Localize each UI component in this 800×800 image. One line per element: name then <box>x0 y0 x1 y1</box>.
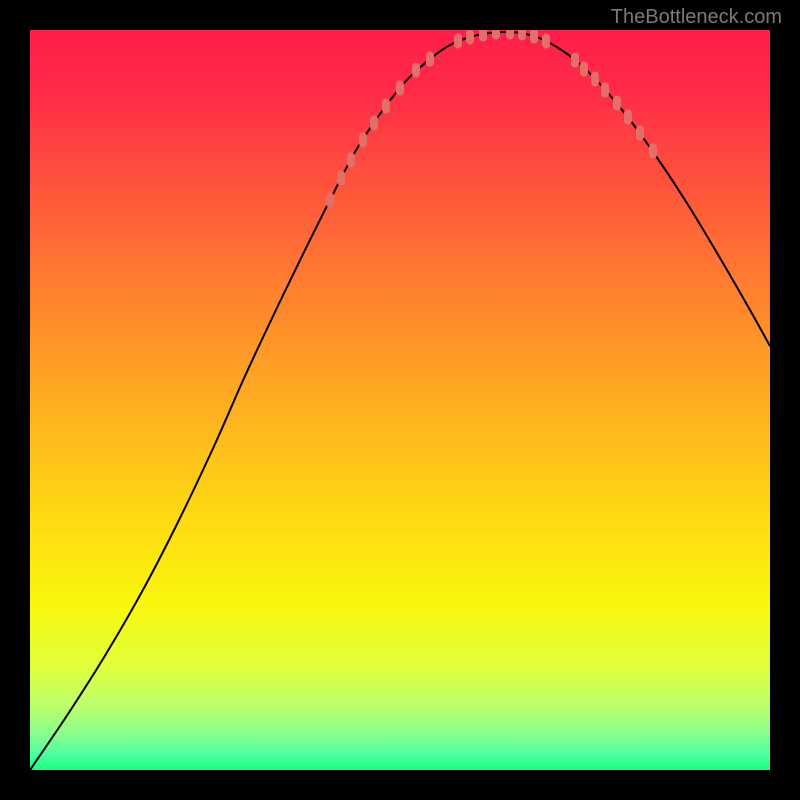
curve-marker <box>571 53 579 68</box>
curve-marker <box>530 30 538 44</box>
curve-marker <box>479 30 487 42</box>
curve-marker <box>370 116 378 131</box>
curve-marker <box>466 30 474 45</box>
chart-background <box>30 30 770 770</box>
curve-marker <box>518 30 526 41</box>
curve-marker <box>542 34 550 49</box>
curve-marker <box>454 34 462 49</box>
curve-marker <box>337 171 345 186</box>
curve-marker <box>580 62 588 77</box>
bottleneck-chart <box>30 30 770 770</box>
curve-marker <box>649 144 657 159</box>
curve-marker <box>412 63 420 78</box>
curve-marker <box>601 83 609 98</box>
curve-marker <box>359 133 367 148</box>
curve-marker <box>613 96 621 111</box>
curve-marker <box>636 126 644 141</box>
curve-marker <box>624 110 632 125</box>
curve-marker <box>426 52 434 67</box>
curve-marker <box>382 99 390 114</box>
curve-marker <box>396 81 404 96</box>
curve-marker <box>492 30 500 40</box>
curve-marker <box>506 30 514 40</box>
watermark-text: TheBottleneck.com <box>611 6 782 29</box>
curve-marker <box>326 193 334 208</box>
chart-svg <box>30 30 770 770</box>
curve-marker <box>347 153 355 168</box>
curve-marker <box>591 72 599 87</box>
